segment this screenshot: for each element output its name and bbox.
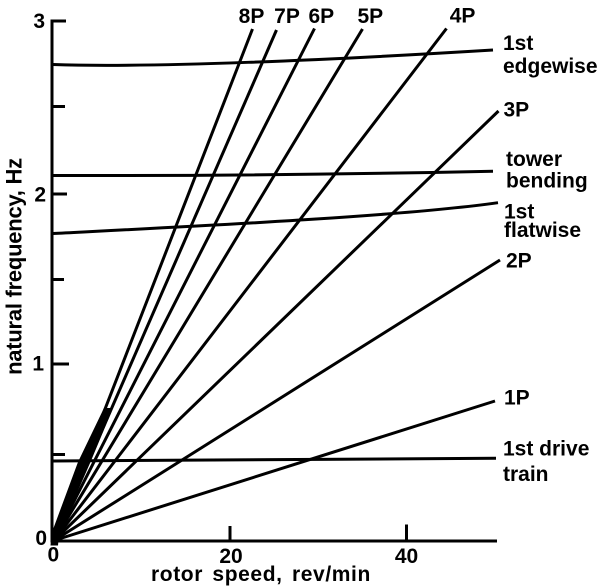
svg-text:2: 2 — [34, 184, 46, 207]
svg-text:3P: 3P — [504, 99, 530, 122]
svg-text:train: train — [503, 463, 549, 486]
svg-text:40: 40 — [395, 545, 418, 568]
svg-text:bending: bending — [506, 170, 588, 193]
svg-text:1st: 1st — [503, 32, 533, 55]
svg-text:1st: 1st — [504, 201, 534, 224]
svg-text:0: 0 — [47, 544, 59, 567]
svg-text:tower: tower — [506, 148, 562, 171]
svg-text:rotor speed, rev/min: rotor speed, rev/min — [151, 563, 371, 586]
svg-text:flatwise: flatwise — [504, 219, 581, 242]
svg-text:edgewise: edgewise — [503, 55, 598, 78]
svg-text:6P: 6P — [308, 5, 334, 28]
svg-text:8P: 8P — [239, 5, 265, 28]
svg-text:1: 1 — [32, 353, 44, 376]
svg-text:7P: 7P — [274, 5, 300, 28]
svg-text:1st drive: 1st drive — [503, 438, 589, 461]
svg-text:20: 20 — [219, 545, 242, 568]
svg-text:0: 0 — [35, 527, 47, 550]
svg-text:5P: 5P — [357, 5, 383, 28]
svg-text:3: 3 — [33, 10, 45, 33]
svg-text:4P: 4P — [450, 5, 476, 28]
svg-text:natural frequency, Hz: natural frequency, Hz — [2, 158, 27, 375]
svg-text:1P: 1P — [504, 387, 530, 410]
svg-text:2P: 2P — [506, 250, 532, 273]
